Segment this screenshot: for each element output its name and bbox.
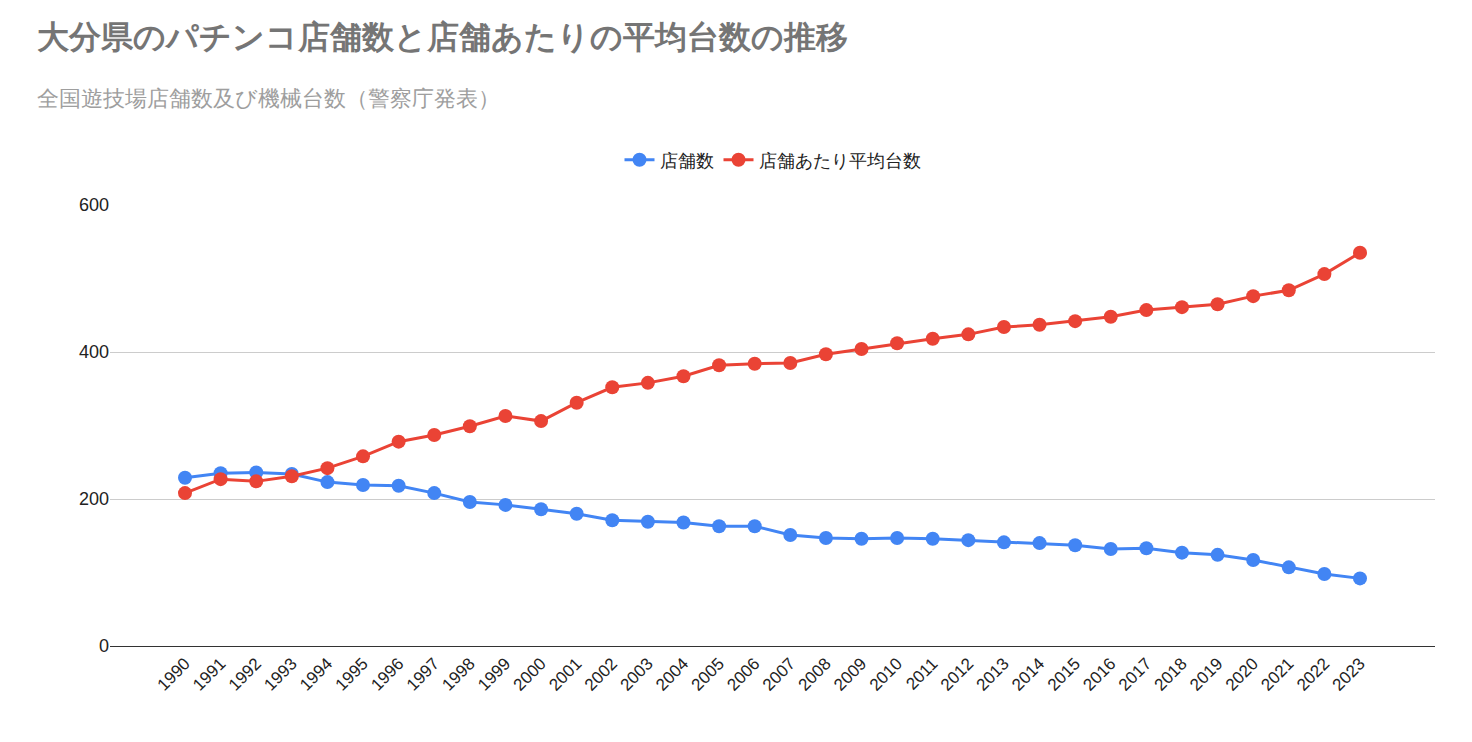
- svg-text:400: 400: [79, 342, 109, 362]
- svg-text:1998: 1998: [439, 654, 479, 694]
- svg-text:2010: 2010: [866, 654, 906, 694]
- svg-text:2020: 2020: [1222, 654, 1262, 694]
- svg-text:2013: 2013: [973, 654, 1013, 694]
- svg-text:1991: 1991: [189, 654, 229, 694]
- svg-text:1994: 1994: [296, 654, 336, 694]
- svg-text:2017: 2017: [1115, 654, 1155, 694]
- svg-text:2003: 2003: [617, 654, 657, 694]
- svg-text:2021: 2021: [1257, 654, 1297, 694]
- svg-text:1996: 1996: [367, 654, 407, 694]
- svg-text:1997: 1997: [403, 654, 443, 694]
- svg-text:2001: 2001: [545, 654, 585, 694]
- svg-text:1990: 1990: [154, 654, 194, 694]
- svg-text:2012: 2012: [937, 654, 977, 694]
- svg-text:2004: 2004: [652, 654, 692, 694]
- svg-text:2018: 2018: [1151, 654, 1191, 694]
- svg-text:2016: 2016: [1079, 654, 1119, 694]
- svg-text:2000: 2000: [510, 654, 550, 694]
- svg-text:1995: 1995: [332, 654, 372, 694]
- svg-text:全国遊技場店舗数及び機械台数（警察庁発表）: 全国遊技場店舗数及び機械台数（警察庁発表）: [37, 86, 500, 111]
- svg-text:2014: 2014: [1008, 654, 1048, 694]
- svg-text:2019: 2019: [1186, 654, 1226, 694]
- svg-text:2023: 2023: [1329, 654, 1369, 694]
- svg-text:1999: 1999: [474, 654, 514, 694]
- svg-text:大分県のパチンコ店舗数と店舗あたりの平均台数の推移: 大分県のパチンコ店舗数と店舗あたりの平均台数の推移: [37, 19, 848, 55]
- svg-text:2005: 2005: [688, 654, 728, 694]
- svg-text:店舗あたり平均台数: 店舗あたり平均台数: [759, 151, 921, 171]
- svg-text:2022: 2022: [1293, 654, 1333, 694]
- svg-text:2015: 2015: [1044, 654, 1084, 694]
- svg-text:2009: 2009: [830, 654, 870, 694]
- svg-text:2011: 2011: [902, 654, 941, 693]
- svg-text:店舗数: 店舗数: [660, 151, 714, 171]
- svg-text:2007: 2007: [759, 654, 799, 694]
- svg-text:2006: 2006: [723, 654, 763, 694]
- svg-text:2002: 2002: [581, 654, 621, 694]
- svg-text:200: 200: [79, 489, 109, 509]
- svg-text:1993: 1993: [260, 654, 300, 694]
- svg-text:0: 0: [99, 636, 109, 656]
- svg-text:2008: 2008: [795, 654, 835, 694]
- svg-text:600: 600: [79, 195, 109, 215]
- svg-text:1992: 1992: [225, 654, 265, 694]
